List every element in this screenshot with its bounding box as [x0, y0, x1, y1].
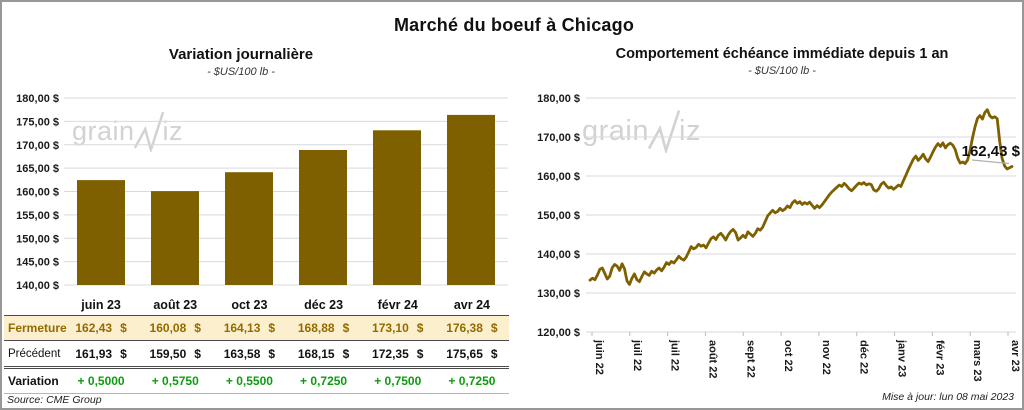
- table-cell: 176,38 $: [446, 321, 498, 335]
- table-header-row: juin 23 août 23 oct 23 déc 23 févr 24 avr 24: [4, 294, 509, 316]
- svg-text:155,00 $: 155,00 $: [16, 210, 59, 222]
- grainwiz-watermark: grain iz: [582, 106, 701, 153]
- table-cell: 168,88 $: [297, 321, 350, 335]
- zigzag-line-icon: [647, 110, 681, 153]
- column-header: févr 24: [377, 297, 418, 312]
- zigzag-line-icon: [133, 111, 164, 152]
- left-chart-subtitle: - $US/100 lb -: [207, 66, 275, 78]
- right-chart-subtitle: - $US/100 lb -: [748, 65, 816, 77]
- watermark-text-suffix: iz: [162, 116, 184, 146]
- svg-text:145,00 $: 145,00 $: [16, 257, 59, 269]
- svg-text:160,00 $: 160,00 $: [16, 187, 59, 199]
- source-note: Source: CME Group: [7, 394, 102, 406]
- table-cell: 159,50 $: [149, 346, 201, 361]
- grainwiz-watermark: grain iz: [72, 108, 184, 152]
- svg-text:nov 22: nov 22: [820, 340, 832, 375]
- watermark-text-suffix: iz: [679, 115, 701, 147]
- table-cell: + 0,7500: [374, 374, 422, 388]
- svg-text:févr 23: févr 23: [933, 340, 945, 375]
- table-row: Fermeture 162,43 $ 160,08 $ 164,13 $ 168,88 $ 173…: [4, 316, 509, 341]
- table-cell: + 0,7250: [300, 374, 348, 388]
- row-label-precedent: Précédent: [8, 347, 61, 360]
- table-cell: + 0,5750: [151, 374, 199, 388]
- left-chart-title: Variation journalière: [168, 46, 314, 63]
- column-header: juin 23: [81, 297, 121, 312]
- column-header: déc 23: [304, 297, 344, 312]
- svg-text:sept 22: sept 22: [744, 340, 756, 378]
- watermark-text-prefix: grain: [582, 115, 649, 147]
- table-row: Précédent 161,93 $ 159,50 $ 163,58 $ 168,15 $ 172…: [4, 341, 509, 369]
- svg-text:150,00 $: 150,00 $: [537, 210, 580, 222]
- right-chart-title: Comportement échéance immédiate depuis 1…: [615, 46, 949, 62]
- table-cell: 175,65 $: [446, 346, 498, 361]
- table-cell: 163,58 $: [223, 346, 276, 361]
- table-cell: + 0,7250: [448, 374, 496, 388]
- table-cell: 173,10 $: [372, 321, 424, 335]
- table-cell: 160,08 $: [149, 321, 201, 335]
- table-cell: 164,13 $: [223, 321, 276, 335]
- table-cell: 168,15 $: [297, 346, 350, 361]
- futures-table: juin 23 août 23 oct 23 déc 23 févr 24 avr 24 F…: [4, 294, 509, 394]
- svg-text:170,00 $: 170,00 $: [16, 140, 59, 152]
- column-header: avr 24: [453, 297, 490, 312]
- svg-text:165,00 $: 165,00 $: [16, 163, 59, 175]
- svg-text:150,00 $: 150,00 $: [16, 233, 59, 245]
- table-cell: 172,35 $: [372, 346, 424, 361]
- svg-text:juil 22: juil 22: [669, 339, 681, 371]
- table-cell: 162,43 $: [75, 321, 127, 335]
- page-title: Marché du boeuf à Chicago: [393, 15, 635, 35]
- svg-text:avr 23: avr 23: [1009, 340, 1021, 372]
- svg-text:180,00 $: 180,00 $: [537, 93, 580, 105]
- svg-text:janv 23: janv 23: [896, 339, 908, 377]
- column-header: oct 23: [231, 297, 268, 312]
- svg-text:160,00 $: 160,00 $: [537, 171, 580, 183]
- svg-text:180,00 $: 180,00 $: [16, 93, 59, 105]
- svg-text:déc 22: déc 22: [858, 340, 870, 374]
- svg-text:juin 22: juin 22: [593, 339, 605, 375]
- svg-text:162,43 $: 162,43 $: [962, 143, 1021, 160]
- front-month-line-chart: 180,00 $ 170,00 $ 160,00 $ 150,00 $ 140,00 $…: [537, 93, 1021, 382]
- row-label-fermeture: Fermeture: [8, 321, 67, 335]
- table-row: Variation + 0,5000 + 0,5750 + 0,5500 + 0,725…: [4, 369, 509, 394]
- svg-text:140,00 $: 140,00 $: [16, 280, 59, 292]
- svg-text:120,00 $: 120,00 $: [537, 327, 580, 339]
- svg-text:mars 23: mars 23: [971, 340, 983, 382]
- svg-text:170,00 $: 170,00 $: [537, 132, 580, 144]
- update-note: Mise à jour: lun 08 mai 2023: [882, 391, 1014, 403]
- row-label-variation: Variation: [8, 374, 59, 388]
- svg-text:130,00 $: 130,00 $: [537, 288, 580, 300]
- svg-text:juil 22: juil 22: [631, 339, 643, 371]
- svg-text:août 22: août 22: [706, 340, 718, 379]
- daily-variation-bar-chart: 180,00 $ 175,00 $ 170,00 $ 165,00 $ 160,00 $…: [16, 93, 508, 292]
- column-header: août 23: [153, 297, 198, 312]
- table-cell: + 0,5500: [225, 374, 273, 388]
- svg-text:175,00 $: 175,00 $: [16, 116, 59, 128]
- table-cell: + 0,5000: [77, 374, 125, 388]
- table-cell: 161,93 $: [75, 346, 127, 361]
- watermark-text-prefix: grain: [72, 116, 135, 146]
- svg-text:oct 22: oct 22: [782, 340, 794, 372]
- svg-text:140,00 $: 140,00 $: [537, 249, 580, 261]
